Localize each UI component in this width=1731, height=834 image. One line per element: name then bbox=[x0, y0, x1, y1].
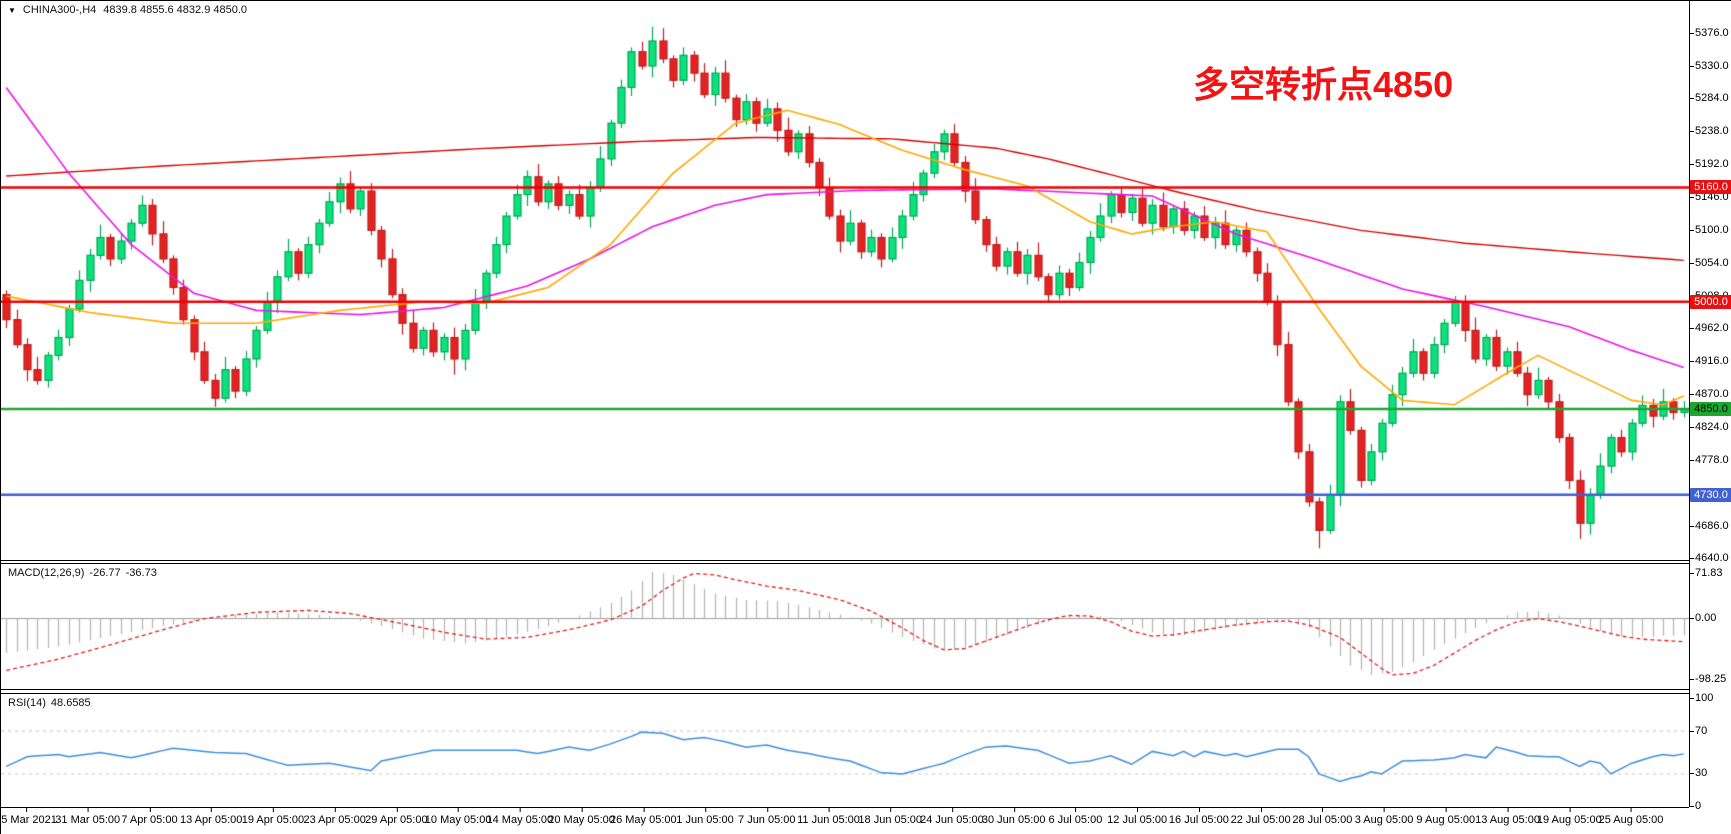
rsi-axis-label: 0 bbox=[1688, 799, 1702, 812]
symbol-period-label: CHINA300-,H4 bbox=[22, 4, 97, 16]
time-axis-label[interactable]: 18 Jun 05:00 bbox=[858, 808, 923, 826]
rsi-value: 48.6585 bbox=[50, 697, 91, 709]
price-axis-label: 4640.0 bbox=[1689, 552, 1729, 565]
time-axis-label[interactable]: 6 Jul 05:00 bbox=[1048, 808, 1103, 826]
time-axis-label[interactable]: 29 Apr 05:00 bbox=[365, 808, 428, 826]
price-axis-label: 5284.0 bbox=[1689, 92, 1729, 105]
time-axis-label[interactable]: 30 Jun 05:00 bbox=[981, 808, 1046, 826]
time-axis-label[interactable]: 22 Jul 05:00 bbox=[1230, 808, 1291, 826]
price-axis-label: 4824.0 bbox=[1689, 421, 1729, 434]
price-line-badge-5160.0[interactable]: 5160.0 bbox=[1690, 180, 1731, 195]
price-axis-label: 4686.0 bbox=[1689, 519, 1729, 532]
chart-title: ▼ CHINA300-,H4 4839.8 4855.6 4832.9 4850… bbox=[8, 4, 247, 16]
annotation-text[interactable]: 多空转折点4850 bbox=[1193, 64, 1454, 105]
macd-main-value: -26.77 bbox=[89, 567, 121, 579]
time-axis-label[interactable]: 16 Jul 05:00 bbox=[1168, 808, 1229, 826]
time-axis-label[interactable]: 9 Aug 05:00 bbox=[1416, 808, 1476, 826]
time-axis-label[interactable]: 25 Mar 2021 bbox=[0, 808, 57, 826]
time-axis-label[interactable]: 7 Apr 05:00 bbox=[121, 808, 178, 826]
time-axis-label[interactable]: 13 Apr 05:00 bbox=[179, 808, 243, 826]
time-axis-label[interactable]: 3 Aug 05:00 bbox=[1354, 808, 1414, 826]
price-axis-label: 4870.0 bbox=[1689, 388, 1729, 401]
macd-panel-bottom-border bbox=[1, 689, 1689, 690]
rsi-name: RSI(14) bbox=[8, 697, 46, 709]
time-axis-label[interactable]: 23 Apr 05:00 bbox=[303, 808, 366, 826]
price-axis-line[interactable] bbox=[1689, 1, 1690, 807]
time-axis-label[interactable]: 10 May 05:00 bbox=[424, 808, 492, 826]
time-axis-label[interactable]: 31 Mar 05:00 bbox=[55, 808, 121, 826]
rsi-axis-label: 70 bbox=[1688, 724, 1708, 737]
time-axis-label[interactable]: 24 Jun 05:00 bbox=[920, 808, 984, 826]
rsi-panel-top-border[interactable] bbox=[1, 693, 1689, 694]
price-axis-label: 5238.0 bbox=[1689, 125, 1729, 138]
time-axis-label[interactable]: 14 May 05:00 bbox=[486, 808, 554, 826]
collapse-triangle-icon[interactable]: ▼ bbox=[8, 5, 16, 15]
rsi-panel-bottom-border bbox=[1, 807, 1689, 808]
price-axis-label: 5100.0 bbox=[1689, 223, 1729, 236]
macd-label: MACD(12,26,9) -26.77 -36.73 bbox=[8, 567, 157, 579]
main-price-chart-canvas[interactable] bbox=[1, 1, 1689, 560]
macd-indicator-canvas[interactable] bbox=[1, 564, 1689, 689]
time-axis-label[interactable]: 11 Jun 05:00 bbox=[797, 808, 860, 826]
macd-name: MACD(12,26,9) bbox=[8, 567, 85, 579]
price-line-badge-4850.0[interactable]: 4850.0 bbox=[1690, 401, 1731, 416]
macd-axis-label: -98.25 bbox=[1688, 673, 1727, 686]
time-axis-label[interactable]: 26 May 05:00 bbox=[609, 808, 677, 826]
price-axis-label: 5376.0 bbox=[1689, 26, 1729, 39]
rsi-axis-label: 100 bbox=[1688, 692, 1714, 705]
price-axis-label: 5054.0 bbox=[1689, 256, 1729, 269]
price-line-badge-4730.0[interactable]: 4730.0 bbox=[1690, 487, 1731, 502]
macd-panel-top-border[interactable] bbox=[1, 563, 1689, 564]
time-axis-label[interactable]: 13 Aug 05:00 bbox=[1475, 808, 1540, 826]
main-panel-bottom-border bbox=[1, 560, 1689, 561]
rsi-label: RSI(14) 48.6585 bbox=[8, 697, 91, 709]
rsi-indicator-canvas[interactable] bbox=[1, 694, 1689, 807]
time-axis-label[interactable]: 25 Aug 05:00 bbox=[1598, 808, 1664, 826]
price-axis-label: 4962.0 bbox=[1689, 322, 1729, 335]
time-axis-label[interactable]: 19 Apr 05:00 bbox=[241, 808, 305, 826]
price-axis-label: 4916.0 bbox=[1689, 355, 1729, 368]
time-axis-label[interactable]: 20 May 05:00 bbox=[548, 808, 615, 826]
time-axis-label[interactable]: 19 Aug 05:00 bbox=[1536, 808, 1602, 826]
time-axis-label[interactable]: 12 Jul 05:00 bbox=[1107, 808, 1168, 826]
ohlc-values: 4839.8 4855.6 4832.9 4850.0 bbox=[103, 4, 248, 16]
macd-axis-label: 0.00 bbox=[1688, 612, 1717, 625]
macd-axis-label: 71.83 bbox=[1689, 567, 1723, 580]
time-axis-label[interactable]: 7 Jun 05:00 bbox=[738, 808, 796, 826]
price-axis-label: 5330.0 bbox=[1689, 59, 1729, 72]
price-line-badge-5000.0[interactable]: 5000.0 bbox=[1690, 294, 1731, 309]
rsi-axis-label: 30 bbox=[1688, 767, 1708, 780]
time-axis-label[interactable]: 28 Jul 05:00 bbox=[1292, 808, 1353, 826]
time-axis-label[interactable]: 1 Jun 05:00 bbox=[676, 808, 734, 826]
price-axis-label: 4778.0 bbox=[1689, 453, 1729, 466]
price-axis-label: 5192.0 bbox=[1689, 158, 1729, 171]
macd-signal-value: -36.73 bbox=[125, 567, 157, 579]
